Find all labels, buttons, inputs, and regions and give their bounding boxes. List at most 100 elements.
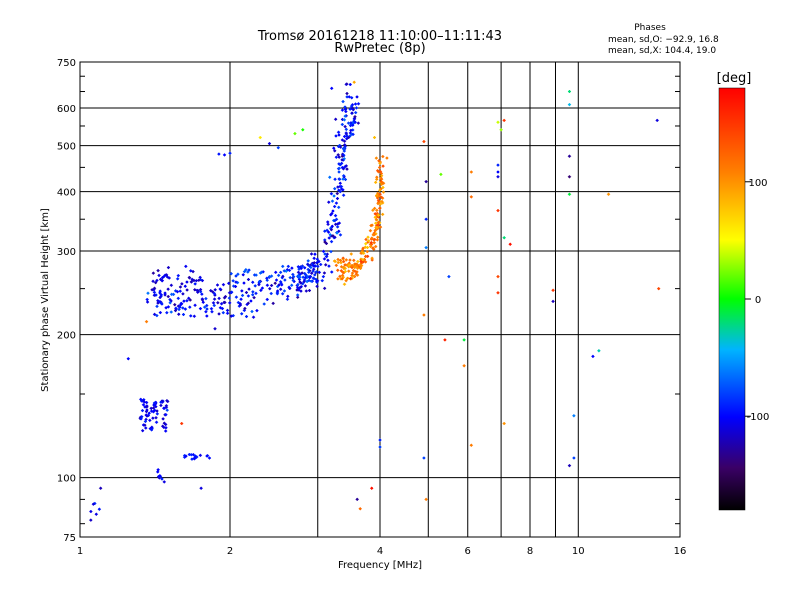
data-point — [346, 269, 351, 274]
data-point — [333, 177, 337, 182]
data-point — [361, 246, 365, 251]
data-point — [180, 281, 184, 286]
data-point — [339, 187, 344, 191]
x-axis-label: Frequency [MHz] — [338, 560, 422, 571]
data-point — [91, 502, 96, 507]
data-point — [192, 456, 197, 461]
data-point — [155, 278, 159, 283]
data-point — [185, 298, 189, 303]
data-point — [296, 282, 300, 287]
data-point — [339, 184, 344, 189]
data-point — [278, 287, 283, 292]
data-point — [447, 274, 451, 279]
data-point — [334, 134, 338, 138]
data-point — [349, 263, 354, 268]
data-point — [320, 278, 325, 283]
data-point — [278, 270, 283, 275]
data-point — [356, 121, 361, 125]
data-point — [153, 280, 158, 285]
data-point — [329, 239, 334, 244]
data-point — [210, 309, 214, 314]
data-point — [145, 297, 150, 302]
data-point — [258, 135, 263, 140]
data-point — [309, 279, 314, 284]
data-point — [315, 260, 319, 265]
data-point — [241, 272, 246, 277]
data-point — [188, 298, 193, 302]
data-point — [228, 151, 232, 156]
data-point — [306, 270, 311, 275]
data-point — [289, 283, 294, 288]
data-point — [551, 288, 555, 293]
data-point — [340, 277, 344, 281]
data-point — [335, 231, 339, 235]
data-point — [239, 297, 243, 302]
data-point — [142, 423, 147, 427]
data-point — [469, 195, 474, 199]
data-point — [291, 274, 296, 279]
x-tick-label: 8 — [527, 546, 533, 557]
data-point — [496, 290, 500, 295]
data-point — [312, 273, 317, 277]
plot-frame — [79, 61, 681, 538]
data-point — [144, 413, 149, 417]
data-point — [254, 291, 258, 296]
data-point — [364, 237, 368, 242]
data-point — [502, 235, 507, 240]
data-point — [360, 257, 365, 262]
data-point — [267, 286, 272, 291]
data-point — [298, 285, 303, 290]
data-point — [88, 509, 93, 514]
data-point — [338, 274, 342, 279]
data-point — [365, 254, 370, 259]
data-point — [240, 289, 244, 293]
data-point — [202, 305, 207, 309]
data-point — [242, 281, 246, 285]
data-point — [355, 95, 359, 99]
data-point — [262, 302, 267, 306]
data-point — [193, 303, 197, 308]
data-point — [295, 288, 299, 292]
data-point — [159, 400, 163, 405]
data-point — [242, 308, 247, 313]
data-point — [280, 274, 285, 279]
data-point — [381, 190, 386, 194]
data-point — [335, 191, 340, 196]
data-point — [143, 419, 148, 424]
data-point — [315, 264, 320, 269]
data-point — [300, 264, 305, 269]
data-point — [331, 209, 335, 213]
data-point — [368, 228, 373, 233]
data-point — [343, 114, 348, 118]
data-point — [567, 154, 572, 159]
data-point — [352, 265, 357, 270]
data-point — [295, 293, 300, 297]
data-point — [341, 152, 346, 157]
data-point — [368, 244, 373, 249]
y-tick-label: 750 — [57, 58, 76, 69]
chart-title: Tromsø 20161218 11:10:00–11:11:43 — [257, 29, 502, 44]
data-point — [151, 279, 155, 284]
data-point — [226, 281, 231, 286]
data-point — [165, 399, 170, 404]
data-point — [346, 121, 351, 126]
data-point — [591, 354, 595, 359]
data-point — [140, 428, 145, 433]
data-point — [126, 356, 131, 361]
data-point — [240, 293, 245, 298]
data-point — [238, 303, 243, 307]
data-point — [332, 194, 336, 198]
data-point — [336, 260, 341, 265]
data-point — [278, 279, 283, 284]
data-point — [211, 300, 216, 305]
data-point — [144, 319, 149, 324]
data-point — [330, 224, 335, 229]
data-point — [233, 284, 238, 289]
data-point — [342, 146, 347, 151]
data-point — [244, 267, 248, 272]
data-point — [337, 133, 341, 137]
data-point — [250, 280, 255, 285]
data-point — [334, 201, 339, 205]
data-point — [250, 292, 255, 297]
